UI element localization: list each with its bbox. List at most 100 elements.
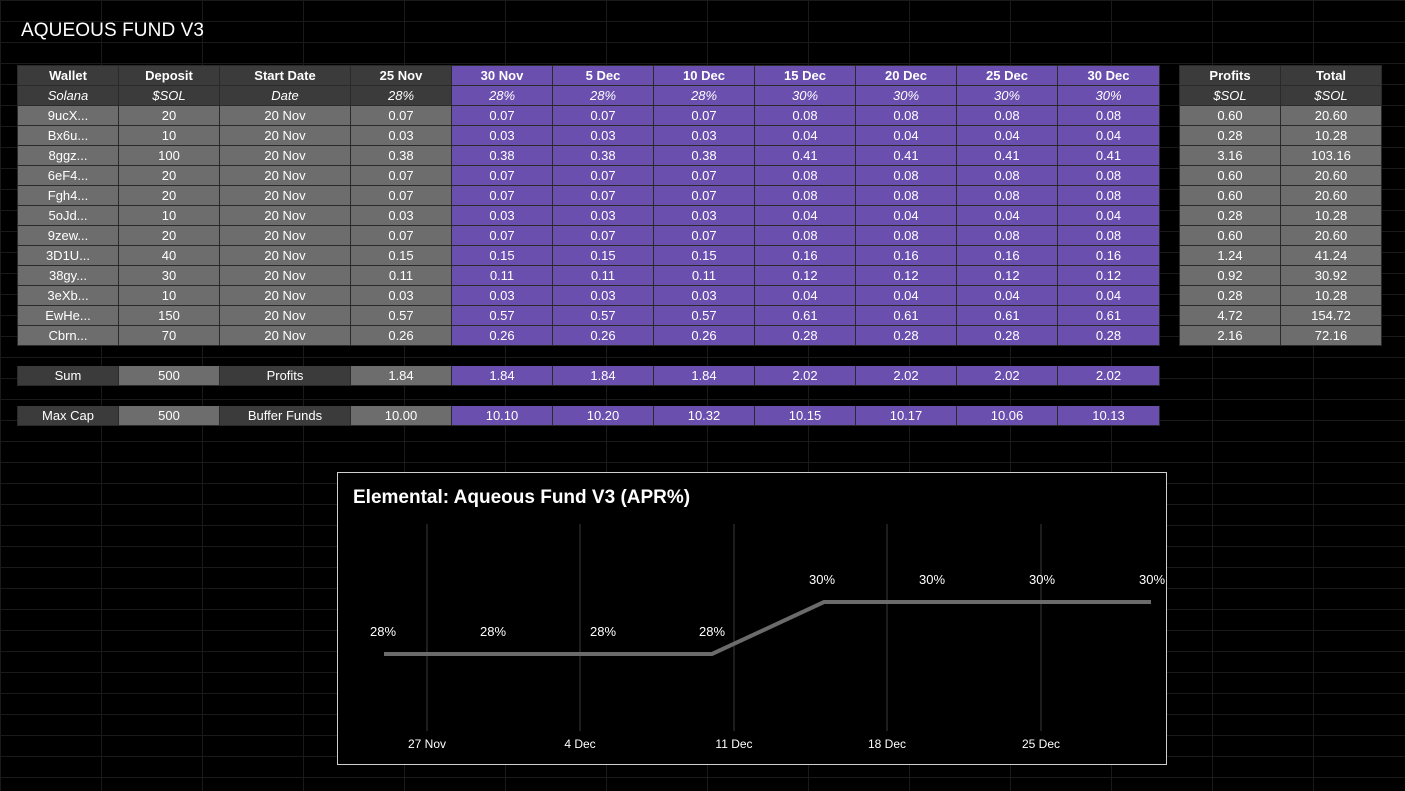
table-cell[interactable]: 20 Nov bbox=[219, 305, 351, 326]
side-table-cell[interactable]: 0.60 bbox=[1179, 165, 1281, 186]
table-cell[interactable]: 0.28 bbox=[1057, 325, 1160, 346]
side-table-cell[interactable]: 1.24 bbox=[1179, 245, 1281, 266]
table-cell[interactable]: 0.08 bbox=[754, 225, 856, 246]
table-cell[interactable]: 0.41 bbox=[855, 145, 957, 166]
table-cell[interactable]: 0.28 bbox=[855, 325, 957, 346]
header-cell[interactable]: 25 Dec bbox=[956, 65, 1058, 86]
side-table-cell[interactable]: 10.28 bbox=[1280, 205, 1382, 226]
table-cell[interactable]: 3eXb... bbox=[17, 285, 119, 306]
table-cell[interactable]: 0.07 bbox=[451, 225, 553, 246]
table-cell[interactable]: EwHe... bbox=[17, 305, 119, 326]
table-cell[interactable]: 0.57 bbox=[552, 305, 654, 326]
table-cell[interactable]: 40 bbox=[118, 245, 220, 266]
cap-row-cell[interactable]: 10.13 bbox=[1057, 405, 1160, 426]
subheader-cell[interactable]: 30% bbox=[754, 85, 856, 106]
table-cell[interactable]: 0.26 bbox=[350, 325, 452, 346]
cap-row-cell[interactable]: 10.15 bbox=[754, 405, 856, 426]
table-cell[interactable]: 0.26 bbox=[451, 325, 553, 346]
sum-row-cell[interactable]: 1.84 bbox=[451, 365, 553, 386]
table-cell[interactable]: 0.61 bbox=[956, 305, 1058, 326]
side-table-cell[interactable]: 10.28 bbox=[1280, 285, 1382, 306]
header-cell[interactable]: 20 Dec bbox=[855, 65, 957, 86]
side-table-cell[interactable]: 0.60 bbox=[1179, 225, 1281, 246]
table-cell[interactable]: 0.11 bbox=[552, 265, 654, 286]
cap-row-cell[interactable]: Buffer Funds bbox=[219, 405, 351, 426]
table-cell[interactable]: 0.12 bbox=[1057, 265, 1160, 286]
table-cell[interactable]: 10 bbox=[118, 285, 220, 306]
table-cell[interactable]: 20 Nov bbox=[219, 165, 351, 186]
table-cell[interactable]: 0.04 bbox=[754, 125, 856, 146]
table-cell[interactable]: 20 Nov bbox=[219, 285, 351, 306]
table-cell[interactable]: 0.11 bbox=[350, 265, 452, 286]
table-cell[interactable]: 0.04 bbox=[754, 205, 856, 226]
table-cell[interactable]: 0.15 bbox=[451, 245, 553, 266]
side-subheader-cell[interactable]: $SOL bbox=[1179, 85, 1281, 106]
table-cell[interactable]: 0.03 bbox=[350, 125, 452, 146]
table-cell[interactable]: 0.16 bbox=[754, 245, 856, 266]
table-cell[interactable]: 0.03 bbox=[552, 205, 654, 226]
table-cell[interactable]: 0.08 bbox=[855, 105, 957, 126]
table-cell[interactable]: 5oJd... bbox=[17, 205, 119, 226]
table-cell[interactable]: 0.07 bbox=[653, 165, 755, 186]
side-table-cell[interactable]: 0.28 bbox=[1179, 205, 1281, 226]
table-cell[interactable]: 0.04 bbox=[855, 285, 957, 306]
subheader-cell[interactable]: 28% bbox=[350, 85, 452, 106]
table-cell[interactable]: 20 Nov bbox=[219, 245, 351, 266]
table-cell[interactable]: 0.28 bbox=[956, 325, 1058, 346]
table-cell[interactable]: 20 bbox=[118, 225, 220, 246]
table-cell[interactable]: 3D1U... bbox=[17, 245, 119, 266]
table-cell[interactable]: 0.07 bbox=[552, 165, 654, 186]
table-cell[interactable]: 0.03 bbox=[552, 125, 654, 146]
subheader-cell[interactable]: 28% bbox=[451, 85, 553, 106]
subheader-cell[interactable]: $SOL bbox=[118, 85, 220, 106]
table-cell[interactable]: 10 bbox=[118, 205, 220, 226]
table-cell[interactable]: 0.38 bbox=[653, 145, 755, 166]
header-cell[interactable]: 30 Dec bbox=[1057, 65, 1160, 86]
table-cell[interactable]: 0.04 bbox=[956, 285, 1058, 306]
table-cell[interactable]: 0.04 bbox=[855, 125, 957, 146]
table-cell[interactable]: 20 Nov bbox=[219, 105, 351, 126]
side-table-cell[interactable]: 20.60 bbox=[1280, 185, 1382, 206]
side-table-cell[interactable]: 10.28 bbox=[1280, 125, 1382, 146]
table-cell[interactable]: 0.57 bbox=[451, 305, 553, 326]
table-cell[interactable]: 0.07 bbox=[451, 105, 553, 126]
cap-row-cell[interactable]: 10.32 bbox=[653, 405, 755, 426]
table-cell[interactable]: 0.07 bbox=[350, 185, 452, 206]
table-cell[interactable]: 0.04 bbox=[754, 285, 856, 306]
table-cell[interactable]: 0.26 bbox=[552, 325, 654, 346]
cap-row-cell[interactable]: 500 bbox=[118, 405, 220, 426]
sum-row-cell[interactable]: 500 bbox=[118, 365, 220, 386]
table-cell[interactable]: 9ucX... bbox=[17, 105, 119, 126]
header-cell[interactable]: 10 Dec bbox=[653, 65, 755, 86]
table-cell[interactable]: 150 bbox=[118, 305, 220, 326]
table-cell[interactable]: 0.08 bbox=[956, 225, 1058, 246]
table-cell[interactable]: 0.07 bbox=[653, 185, 755, 206]
table-cell[interactable]: 70 bbox=[118, 325, 220, 346]
header-cell[interactable]: 30 Nov bbox=[451, 65, 553, 86]
table-cell[interactable]: 0.03 bbox=[350, 205, 452, 226]
subheader-cell[interactable]: 30% bbox=[956, 85, 1058, 106]
table-cell[interactable]: 0.08 bbox=[956, 165, 1058, 186]
cap-row-cell[interactable]: 10.20 bbox=[552, 405, 654, 426]
cap-row-cell[interactable]: 10.17 bbox=[855, 405, 957, 426]
table-cell[interactable]: 0.57 bbox=[350, 305, 452, 326]
table-cell[interactable]: 0.28 bbox=[754, 325, 856, 346]
table-cell[interactable]: 0.08 bbox=[855, 165, 957, 186]
side-table-cell[interactable]: 30.92 bbox=[1280, 265, 1382, 286]
table-cell[interactable]: 0.04 bbox=[1057, 205, 1160, 226]
side-subheader-cell[interactable]: $SOL bbox=[1280, 85, 1382, 106]
table-cell[interactable]: 0.15 bbox=[552, 245, 654, 266]
table-cell[interactable]: Fgh4... bbox=[17, 185, 119, 206]
table-cell[interactable]: 0.04 bbox=[1057, 285, 1160, 306]
subheader-cell[interactable]: Date bbox=[219, 85, 351, 106]
table-cell[interactable]: 8ggz... bbox=[17, 145, 119, 166]
table-cell[interactable]: 0.07 bbox=[350, 105, 452, 126]
table-cell[interactable]: 0.08 bbox=[754, 165, 856, 186]
table-cell[interactable]: 0.08 bbox=[855, 185, 957, 206]
table-cell[interactable]: 0.57 bbox=[653, 305, 755, 326]
side-table-cell[interactable]: 20.60 bbox=[1280, 225, 1382, 246]
table-cell[interactable]: 0.07 bbox=[350, 165, 452, 186]
table-cell[interactable]: 0.07 bbox=[653, 105, 755, 126]
table-cell[interactable]: Cbrn... bbox=[17, 325, 119, 346]
table-cell[interactable]: 0.03 bbox=[653, 205, 755, 226]
